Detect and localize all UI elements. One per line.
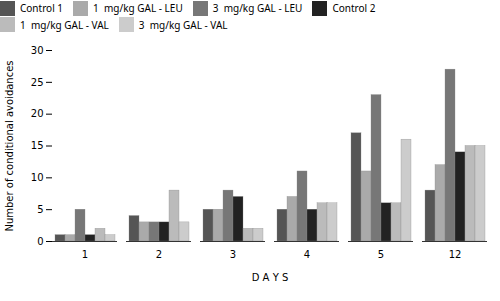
svg-text:2: 2 <box>156 249 162 260</box>
svg-text:0: 0 <box>37 236 43 247</box>
svg-text:12: 12 <box>449 249 462 260</box>
svg-text:1: 1 <box>82 249 88 260</box>
svg-text:30: 30 <box>31 45 44 56</box>
svg-text:5: 5 <box>37 204 43 215</box>
html-text:3 mg/kg GAL - VAL: 3 mg/kg GAL - VAL <box>138 17 228 32</box>
svg-text:20: 20 <box>31 108 44 119</box>
html-text:Control 1: Control 1 <box>20 1 63 16</box>
html-text:3 mg/kg GAL - LEU: 3 mg/kg GAL - LEU <box>212 1 303 16</box>
svg-text:5: 5 <box>378 249 384 260</box>
html-text:1 mg/kg GAL - VAL: 1 mg/kg GAL - VAL <box>20 17 109 32</box>
html-text:Control 2: Control 2 <box>332 1 376 16</box>
svg-text:D A Y S: D A Y S <box>252 272 289 283</box>
html-text:1 mg/kg GAL - LEU: 1 mg/kg GAL - LEU <box>93 1 183 16</box>
svg-text:25: 25 <box>31 77 44 88</box>
svg-text:Number of conditional avoidanc: Number of conditional avoidances <box>4 60 15 231</box>
svg-text:3: 3 <box>230 249 236 260</box>
svg-text:10: 10 <box>31 172 44 183</box>
svg-text:15: 15 <box>31 140 44 151</box>
svg-text:4: 4 <box>304 249 310 260</box>
